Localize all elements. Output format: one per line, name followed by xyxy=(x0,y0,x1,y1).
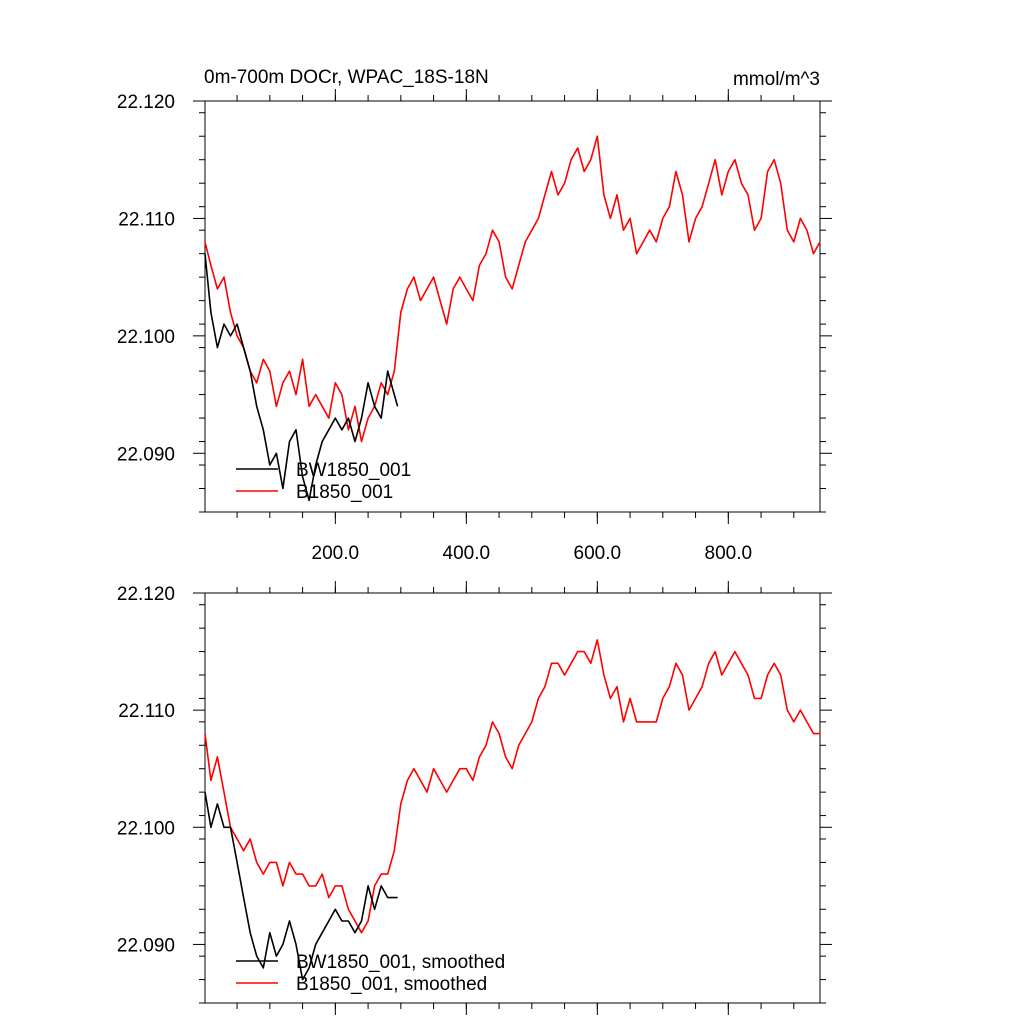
series-line-b1850-001 xyxy=(204,135,821,443)
series-line-bw1850-001-smoothed xyxy=(204,791,398,981)
legend-label: B1850_001 xyxy=(296,482,393,503)
y-tick-label: 22.090 xyxy=(117,935,175,956)
plot-frame xyxy=(204,592,821,1004)
y-tick-label: 22.100 xyxy=(117,818,175,839)
legend-label: BW1850_001 xyxy=(296,460,411,481)
x-tick-label: 400.0 xyxy=(443,543,491,564)
y-tick-label: 22.120 xyxy=(117,584,175,605)
y-tick-label: 22.110 xyxy=(118,701,175,722)
y-tick-label: 22.090 xyxy=(117,444,175,465)
y-tick-label: 22.100 xyxy=(117,327,175,348)
bottom-panel: 22.090 22.100 22.110 22.120 BW1850_001, smoo… xyxy=(117,581,832,1015)
legend-label: BW1850_001, smoothed xyxy=(296,952,505,973)
x-tick-label: 200.0 xyxy=(312,543,360,564)
x-tick-label: 800.0 xyxy=(705,543,753,564)
y-tick-label: 22.110 xyxy=(118,209,175,230)
legend-label: B1850_001, smoothed xyxy=(296,974,487,995)
top-panel: 22.090 22.100 22.110 22.120 200.0 400.0 600.0 8… xyxy=(117,89,832,564)
series-line-bw1850-001 xyxy=(204,253,399,502)
x-tick-label: 600.0 xyxy=(574,543,622,564)
units-label: mmol/m^3 xyxy=(733,69,820,90)
series-line-b1850-001-smoothed xyxy=(204,639,820,934)
chart-title: 0m-700m DOCr, WPAC_18S-18N xyxy=(204,67,489,88)
plot-frame xyxy=(204,100,821,513)
y-tick-label: 22.120 xyxy=(117,92,175,113)
